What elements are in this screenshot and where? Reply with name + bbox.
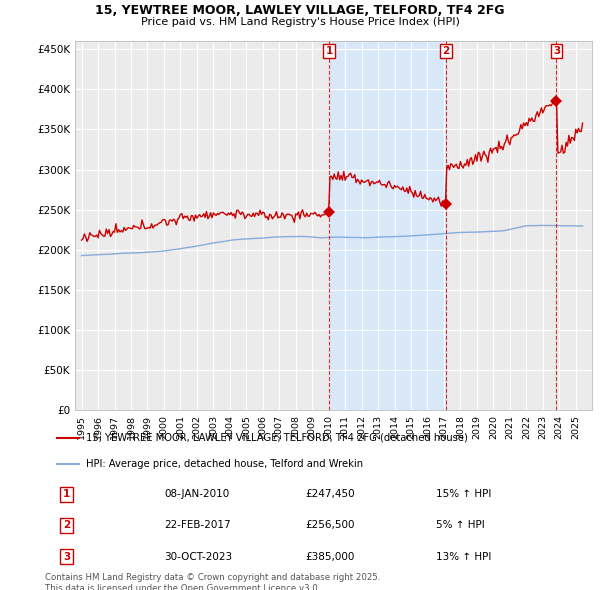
Text: 15% ↑ HPI: 15% ↑ HPI [436, 489, 491, 499]
Text: Contains HM Land Registry data © Crown copyright and database right 2025.
This d: Contains HM Land Registry data © Crown c… [45, 573, 380, 590]
Text: 13% ↑ HPI: 13% ↑ HPI [436, 552, 491, 562]
Text: 3: 3 [553, 46, 560, 56]
Text: £385,000: £385,000 [305, 552, 355, 562]
Text: 3: 3 [63, 552, 70, 562]
Text: 1: 1 [326, 46, 333, 56]
Text: 2: 2 [63, 520, 70, 530]
Text: 15, YEWTREE MOOR, LAWLEY VILLAGE, TELFORD, TF4 2FG (detached house): 15, YEWTREE MOOR, LAWLEY VILLAGE, TELFOR… [86, 432, 467, 442]
Text: Price paid vs. HM Land Registry's House Price Index (HPI): Price paid vs. HM Land Registry's House … [140, 17, 460, 27]
Text: HPI: Average price, detached house, Telford and Wrekin: HPI: Average price, detached house, Telf… [86, 458, 363, 468]
Bar [329, 41, 446, 410]
Text: 1: 1 [63, 489, 70, 499]
Text: £256,500: £256,500 [305, 520, 355, 530]
Text: 5% ↑ HPI: 5% ↑ HPI [436, 520, 485, 530]
Text: 22-FEB-2017: 22-FEB-2017 [164, 520, 231, 530]
Text: £247,450: £247,450 [305, 489, 355, 499]
Text: 08-JAN-2010: 08-JAN-2010 [164, 489, 230, 499]
Text: 15, YEWTREE MOOR, LAWLEY VILLAGE, TELFORD, TF4 2FG: 15, YEWTREE MOOR, LAWLEY VILLAGE, TELFOR… [95, 4, 505, 17]
Text: 2: 2 [442, 46, 449, 56]
Text: 30-OCT-2023: 30-OCT-2023 [164, 552, 233, 562]
